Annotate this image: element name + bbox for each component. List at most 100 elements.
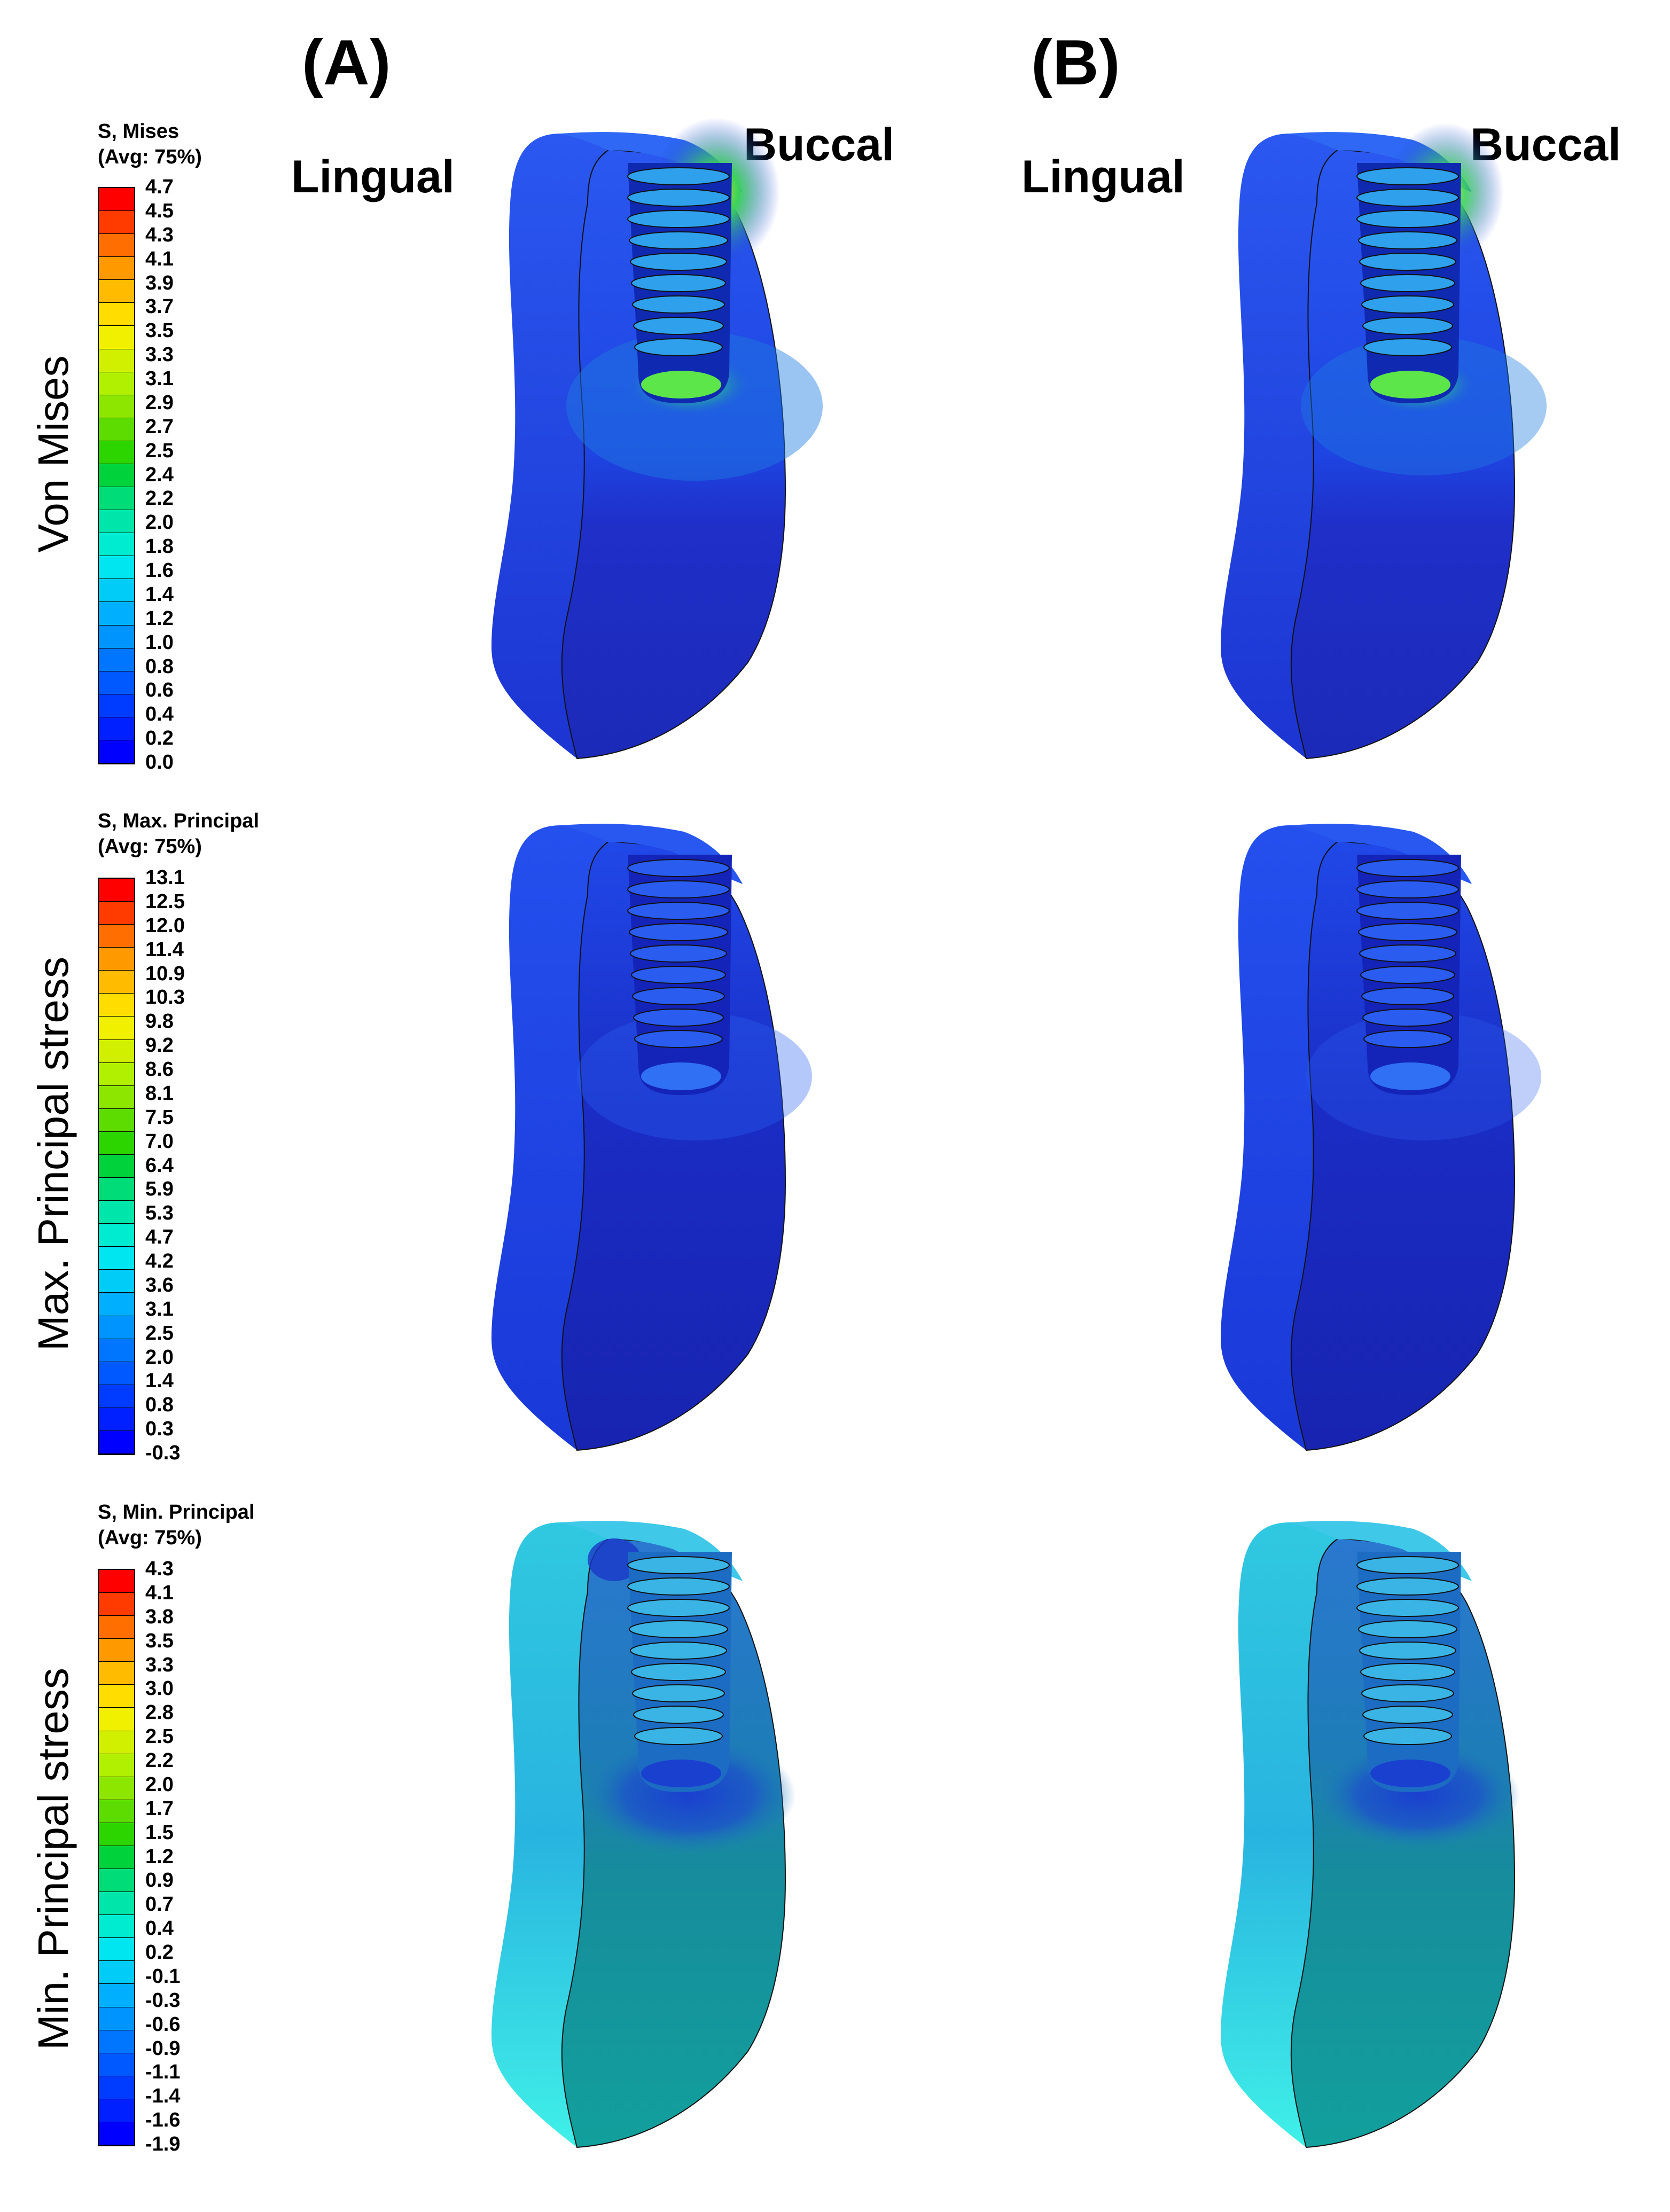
legend-tick-label: 4.7 <box>145 1226 174 1249</box>
legend-tick-label: 3.3 <box>145 343 174 366</box>
von-mises-model-a <box>491 118 823 760</box>
legend-tick-label: 11.4 <box>145 938 184 961</box>
legend-swatch <box>99 1685 134 1708</box>
von-mises-model-b <box>1221 123 1547 760</box>
legend-swatch <box>99 441 134 464</box>
legend-swatch <box>99 418 134 441</box>
legend-swatch <box>99 1593 134 1616</box>
legend-title-line-1: S, Max. Principal <box>98 810 259 832</box>
legend-swatch <box>99 2007 134 2030</box>
legend-swatch <box>99 1961 134 1984</box>
legend-tick-label: 1.6 <box>145 559 174 582</box>
legend-swatch <box>99 1984 134 2007</box>
legend-tick-label: 4.1 <box>145 1581 174 1604</box>
legend-swatch <box>99 1017 134 1040</box>
legend-tick-label: 1.5 <box>145 1821 174 1844</box>
legend-tick-label: 3.7 <box>145 295 174 318</box>
legend-tick-label: -0.1 <box>145 1965 181 1988</box>
legend-swatch <box>99 257 134 280</box>
legend-swatch <box>99 556 134 580</box>
legend-title-line-2: (Avg: 75%) <box>98 146 202 168</box>
legend-tick-label: 1.4 <box>145 1370 174 1393</box>
legend-swatch <box>99 1823 134 1846</box>
legend-tick-label: 5.9 <box>145 1178 174 1201</box>
legend-swatch <box>99 671 134 694</box>
legend-swatch <box>99 188 134 212</box>
legend-swatch <box>99 1731 134 1754</box>
legend-tick-label: 4.5 <box>145 199 174 222</box>
legend-title-von-mises: S, Mises (Avg: 75%) <box>98 119 202 170</box>
legend-swatch <box>99 1754 134 1777</box>
legend-tick-label: 2.0 <box>145 1773 174 1796</box>
legend-swatch <box>99 2030 134 2053</box>
legend-tick-label: 12.5 <box>145 890 185 913</box>
implant-threads-a-vm <box>627 167 730 356</box>
legend-tick-label: 2.8 <box>145 1701 174 1724</box>
legend-tick-label: 3.1 <box>145 1298 174 1320</box>
legend-swatch <box>99 1570 134 1593</box>
legend-swatch <box>99 1039 134 1063</box>
legend-tick-label: 4.7 <box>145 176 174 198</box>
legend-swatch <box>99 1062 134 1086</box>
legend-swatch <box>99 2053 134 2076</box>
legend-swatch <box>99 487 134 511</box>
legend-swatch <box>99 1178 134 1201</box>
legend-swatch <box>99 395 134 418</box>
legend-title-line-2: (Avg: 75%) <box>98 1527 202 1549</box>
legend-tick-label: 0.0 <box>145 751 174 773</box>
legend-tick-label: 1.4 <box>145 583 174 606</box>
legend-swatch <box>99 1385 134 1408</box>
legend-swatch <box>99 994 134 1017</box>
legend-tick-label: 8.1 <box>145 1082 174 1105</box>
legend-swatch <box>99 879 134 902</box>
legend-tick-label: -1.4 <box>145 2085 181 2108</box>
legend-swatch <box>99 1662 134 1685</box>
legend-tick-label: 9.2 <box>145 1034 174 1057</box>
legend-swatch <box>99 1316 134 1339</box>
legend-tick-label: 2.2 <box>145 1749 174 1772</box>
max-principal-model-a <box>491 824 812 1451</box>
legend-title-max-principal: S, Max. Principal (Avg: 75%) <box>98 808 259 859</box>
legend-swatch <box>99 1224 134 1247</box>
legend-colorbar-max-principal <box>98 878 135 1455</box>
legend-tick-label: 5.3 <box>145 1202 174 1225</box>
legend-tick-label: 2.7 <box>145 415 174 438</box>
legend-tick-label: 9.8 <box>145 1010 174 1033</box>
legend-swatch <box>99 1938 134 1961</box>
legend-tick-label: -1.9 <box>145 2133 181 2155</box>
legend-swatch <box>99 625 134 648</box>
legend-tick-label: 3.9 <box>145 271 174 294</box>
legend-swatch <box>99 602 134 626</box>
legend-tick-label: 0.4 <box>145 1917 174 1940</box>
legend-tick-label: 7.5 <box>145 1106 174 1129</box>
legend-tick-label: -0.9 <box>145 2037 181 2060</box>
legend-colorbar-von-mises <box>98 187 135 764</box>
legend-swatch <box>99 1247 134 1270</box>
legend-swatch <box>99 694 134 717</box>
legend-swatch <box>99 1846 134 1870</box>
legend-tick-label: 3.6 <box>145 1273 174 1296</box>
legend-tick-label: 10.9 <box>145 962 185 985</box>
legend-swatch <box>99 648 134 671</box>
legend-title-line-1: S, Mises <box>98 120 180 143</box>
legend-tick-label: 2.5 <box>145 439 174 462</box>
legend-title-min-principal: S, Min. Principal (Avg: 75%) <box>98 1499 255 1551</box>
legend-swatch <box>99 925 134 948</box>
legend-swatch <box>99 1362 134 1385</box>
legend-swatch <box>99 1800 134 1823</box>
legend-tick-label: 2.5 <box>145 1725 174 1748</box>
legend-tick-label: 8.6 <box>145 1058 174 1081</box>
legend-tick-label: -1.6 <box>145 2109 181 2132</box>
legend-tick-label: -0.6 <box>145 2013 181 2036</box>
legend-tick-label: 0.4 <box>145 703 174 726</box>
legend-swatch <box>99 717 134 740</box>
legend-tick-label: 4.3 <box>145 1558 174 1580</box>
legend-tick-label: 4.3 <box>145 223 174 246</box>
legend-swatch <box>99 902 134 925</box>
legend-swatch <box>99 1154 134 1178</box>
legend-swatch <box>99 948 134 971</box>
legend-tick-label: 4.2 <box>145 1250 174 1272</box>
legend-tick-label: 10.3 <box>145 986 185 1009</box>
